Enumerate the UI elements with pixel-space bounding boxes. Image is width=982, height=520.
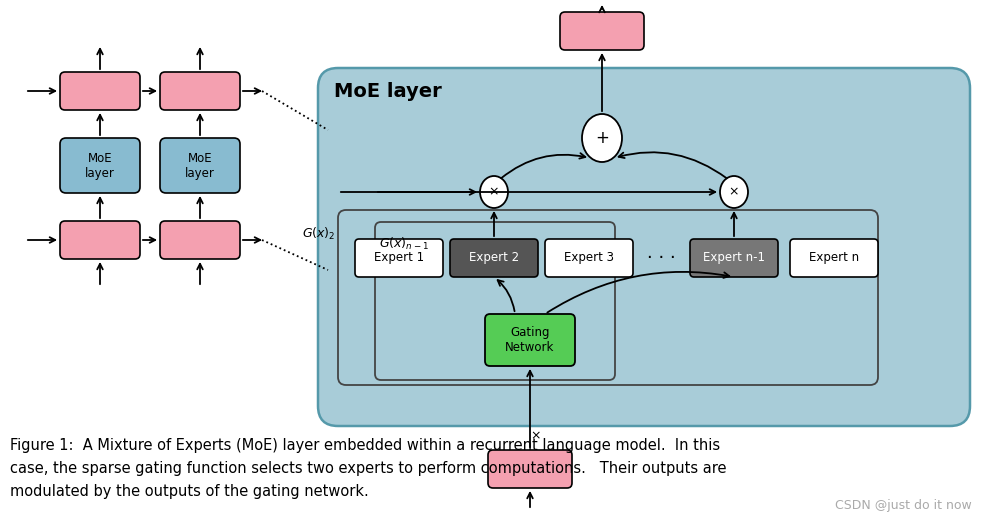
Ellipse shape <box>582 114 622 162</box>
FancyBboxPatch shape <box>690 239 778 277</box>
FancyBboxPatch shape <box>355 239 443 277</box>
Text: Expert 2: Expert 2 <box>469 252 519 265</box>
FancyBboxPatch shape <box>790 239 878 277</box>
Ellipse shape <box>480 176 508 208</box>
FancyBboxPatch shape <box>160 138 240 193</box>
FancyBboxPatch shape <box>60 221 140 259</box>
Text: Expert 3: Expert 3 <box>564 252 614 265</box>
Text: ×: × <box>530 430 541 443</box>
Ellipse shape <box>720 176 748 208</box>
Text: MoE layer: MoE layer <box>334 82 442 101</box>
FancyBboxPatch shape <box>160 221 240 259</box>
Text: +: + <box>595 129 609 147</box>
Text: Expert n-1: Expert n-1 <box>703 252 765 265</box>
Text: Expert 1: Expert 1 <box>374 252 424 265</box>
FancyBboxPatch shape <box>450 239 538 277</box>
Text: MoE
layer: MoE layer <box>185 151 215 179</box>
Text: Expert n: Expert n <box>809 252 859 265</box>
FancyBboxPatch shape <box>318 68 970 426</box>
Text: ×: × <box>729 186 739 199</box>
FancyBboxPatch shape <box>485 314 575 366</box>
FancyBboxPatch shape <box>60 138 140 193</box>
Text: ×: × <box>489 186 499 199</box>
Text: $G(x)_2$: $G(x)_2$ <box>302 226 336 242</box>
Text: MoE
layer: MoE layer <box>85 151 115 179</box>
Text: Figure 1:  A Mixture of Experts (MoE) layer embedded within a recurrent language: Figure 1: A Mixture of Experts (MoE) lay… <box>10 438 727 499</box>
Text: · · ·: · · · <box>646 249 676 267</box>
Text: Gating
Network: Gating Network <box>506 326 555 354</box>
FancyBboxPatch shape <box>60 72 140 110</box>
FancyBboxPatch shape <box>160 72 240 110</box>
FancyBboxPatch shape <box>545 239 633 277</box>
Text: $G(x)_{n-1}$: $G(x)_{n-1}$ <box>379 236 429 252</box>
Text: CSDN @just do it now: CSDN @just do it now <box>836 499 972 512</box>
FancyBboxPatch shape <box>488 450 572 488</box>
FancyBboxPatch shape <box>560 12 644 50</box>
